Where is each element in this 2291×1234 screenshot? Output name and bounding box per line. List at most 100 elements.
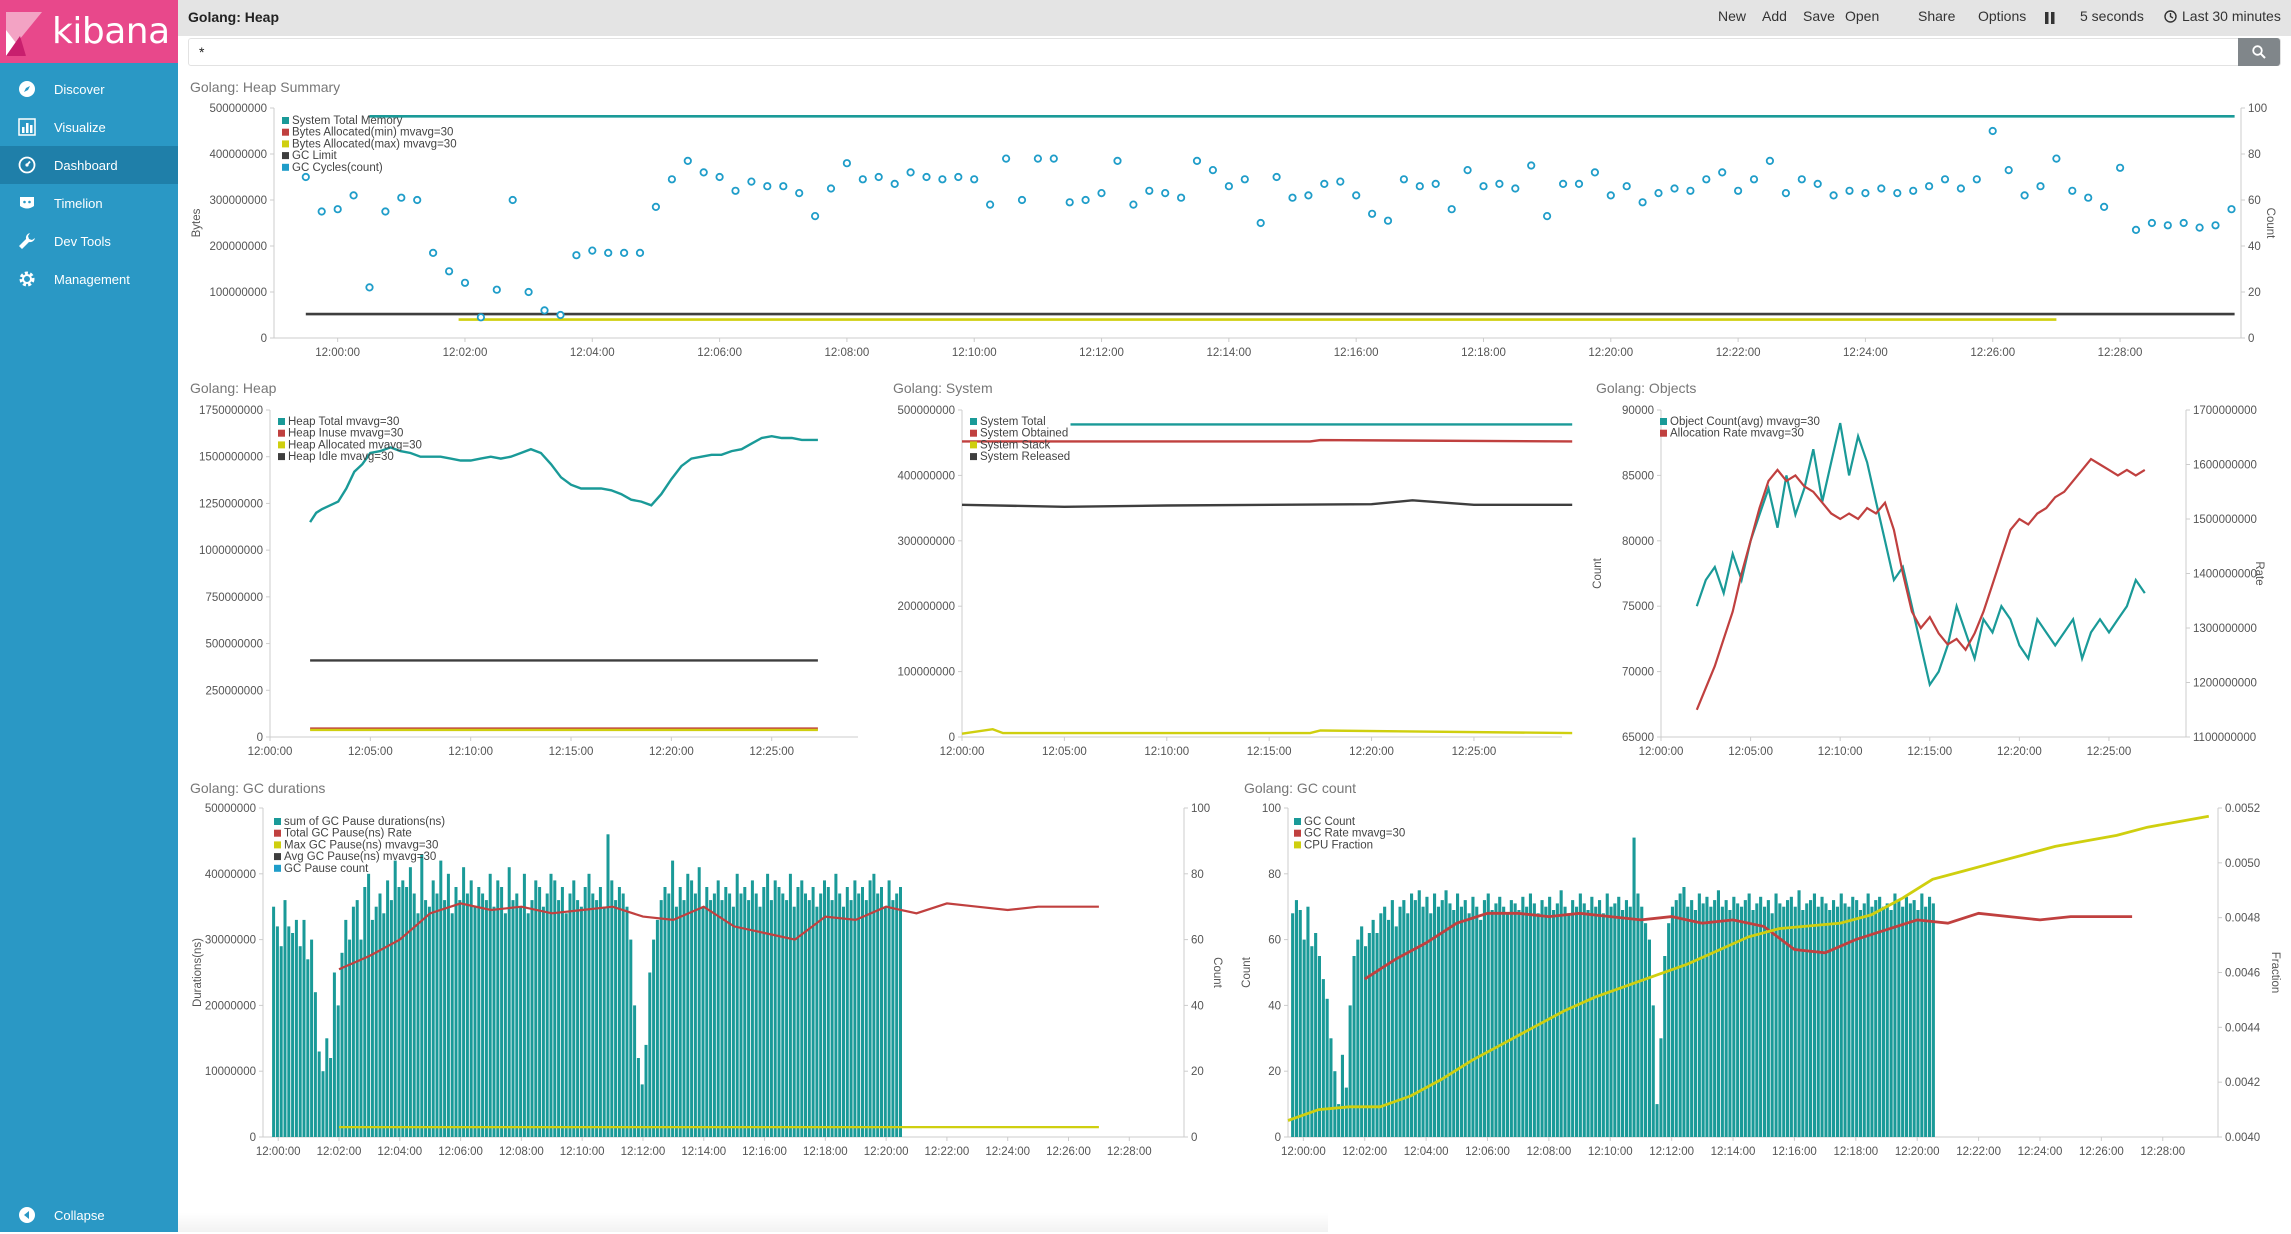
legend-swatch	[282, 117, 289, 124]
bar	[1325, 998, 1329, 1137]
bar	[1448, 903, 1452, 1137]
sidebar-item-management[interactable]: Management	[0, 260, 178, 298]
series-system-released	[961, 499, 1573, 509]
data-point	[2116, 163, 2125, 172]
bar	[823, 880, 826, 1137]
refresh-interval[interactable]: 5 seconds	[2080, 8, 2144, 24]
panel-title-gc-durations: Golang: GC durations	[190, 780, 326, 796]
x-tick-label: 12:28:00	[1107, 1146, 1152, 1158]
bar	[1344, 1087, 1348, 1137]
timelion-icon	[0, 194, 54, 212]
x-tick-label: 12:10:00	[560, 1146, 605, 1158]
pause-icon[interactable]	[2044, 11, 2056, 27]
bar	[496, 880, 500, 1137]
bar	[1444, 890, 1448, 1138]
menu-share[interactable]: Share	[1918, 8, 1956, 24]
bar	[766, 873, 770, 1137]
bar	[709, 900, 713, 1137]
data-point	[460, 278, 470, 287]
menu-save[interactable]: Save	[1803, 8, 1835, 24]
y2-axis-label: Rate	[2253, 561, 2265, 585]
y-axis-label: Bytes	[191, 208, 203, 237]
y-tick-label: 90000	[1622, 405, 1654, 417]
y-axis-label: Durations(ns)	[192, 938, 204, 1007]
legend-label: System Released	[980, 451, 1070, 463]
series-total-gc-pause-ns-rate	[338, 902, 1099, 971]
y2-tick-label: 0	[1191, 1132, 1197, 1144]
data-point	[1463, 166, 1472, 175]
bar	[1904, 896, 1908, 1137]
bar	[1317, 956, 1321, 1137]
data-point	[1272, 172, 1281, 182]
bar	[1747, 893, 1751, 1137]
bar	[1778, 903, 1782, 1137]
bar	[1598, 900, 1602, 1137]
y-tick-label: 1500000000	[199, 452, 263, 464]
sidebar-item-dashboard[interactable]: Dashboard	[0, 146, 178, 184]
bar	[279, 946, 283, 1137]
bar	[1582, 903, 1586, 1137]
bar	[792, 906, 796, 1137]
data-point	[1749, 175, 1759, 184]
bar	[321, 1071, 325, 1137]
sidebar-item-dev-tools[interactable]: Dev Tools	[0, 222, 178, 260]
x-tick-label: 12:14:00	[681, 1146, 726, 1158]
bar	[1521, 896, 1525, 1137]
data-point	[2100, 202, 2109, 212]
bar	[1851, 896, 1855, 1137]
legend-swatch	[282, 140, 289, 148]
data-point	[1574, 179, 1584, 189]
sidebar-item-timelion[interactable]: Timelion	[0, 184, 178, 222]
sidebar-item-visualize[interactable]: Visualize	[0, 108, 178, 146]
bar	[1498, 896, 1502, 1137]
bar	[408, 867, 412, 1137]
bar	[633, 1005, 637, 1137]
bar	[351, 906, 355, 1137]
time-range-picker[interactable]: Last 30 minutes	[2182, 8, 2281, 24]
bar	[1552, 910, 1556, 1137]
data-point	[1320, 179, 1329, 189]
kibana-logo-icon	[6, 12, 42, 56]
sidebar-collapse[interactable]: Collapse	[0, 1196, 178, 1234]
bar	[374, 906, 378, 1137]
y2-tick-label: 1500000000	[2193, 514, 2257, 526]
menu-options[interactable]: Options	[1978, 8, 2027, 24]
search-button[interactable]	[2238, 38, 2280, 66]
data-point	[1861, 189, 1870, 198]
bar	[1816, 906, 1820, 1137]
search-input[interactable]	[199, 44, 2149, 60]
legend-label: Total GC Pause(ns) Rate	[284, 828, 412, 840]
menu-open[interactable]: Open	[1845, 8, 1880, 24]
legend-swatch	[278, 441, 285, 449]
y2-tick-label: 0.0044	[2225, 1022, 2261, 1034]
bar	[1321, 979, 1325, 1137]
menu-add[interactable]: Add	[1762, 8, 1787, 24]
query-bar	[188, 38, 2281, 66]
legend-label: sum of GC Pause durations(ns)	[284, 816, 445, 828]
data-point	[1176, 193, 1186, 202]
bar	[788, 873, 792, 1137]
data-point	[826, 184, 836, 193]
panel-title-gc-count: Golang: GC count	[1244, 780, 1357, 796]
data-point	[1702, 175, 1711, 184]
bar	[515, 893, 519, 1137]
bar	[1333, 1071, 1337, 1137]
bar	[519, 906, 523, 1137]
x-tick-label: 12:06:00	[1465, 1146, 1510, 1158]
bar	[317, 1051, 321, 1137]
menu-new[interactable]: New	[1718, 8, 1747, 24]
bar	[777, 887, 781, 1137]
bar	[298, 946, 302, 1137]
sidebar-item-discover[interactable]: Discover	[0, 70, 178, 108]
bar	[526, 913, 530, 1137]
y-tick-label: 250000000	[205, 685, 263, 697]
kibana-logo[interactable]: kibana	[0, 0, 178, 63]
data-point	[1559, 179, 1568, 189]
bar	[864, 900, 868, 1137]
data-point	[1431, 179, 1440, 189]
bar	[1314, 933, 1318, 1137]
data-point	[301, 172, 310, 182]
y2-tick-label: 40	[2248, 241, 2261, 253]
bar	[386, 880, 390, 1137]
bar	[883, 906, 887, 1137]
